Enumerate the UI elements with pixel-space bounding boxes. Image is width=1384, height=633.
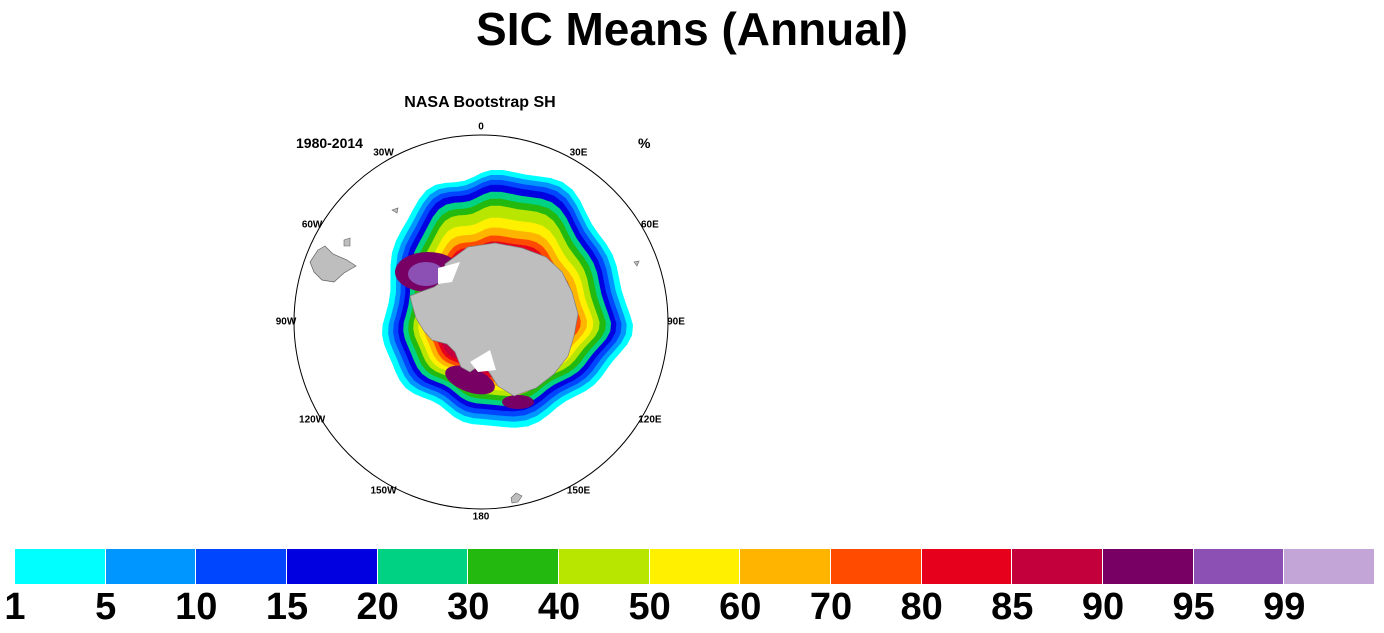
lon-label-lon-150e: 150E: [566, 485, 591, 497]
colorbar-box-6: [559, 549, 650, 584]
lon-label-lon-150w: 150W: [370, 485, 397, 497]
south-america: [309, 245, 357, 283]
units-label: %: [638, 135, 651, 151]
sic-ross-90: [445, 365, 495, 395]
lon-label-lon-0: 0: [478, 121, 484, 133]
colorbar-label-90: 90: [1081, 586, 1125, 628]
colorbar-box-0: [15, 549, 106, 584]
colorbar-label-95: 95: [1172, 586, 1215, 628]
period-label: 1980-2014: [296, 135, 363, 151]
colorbar-box-7: [649, 549, 741, 584]
lon-label-lon-60w: 60W: [301, 219, 323, 230]
colorbar-label-99: 99: [1263, 586, 1306, 628]
colorbar-label-30: 30: [447, 586, 490, 628]
falkland-islands: [343, 237, 351, 247]
ross-ice-shelf: [470, 350, 496, 372]
colorbar-box-10: [921, 549, 1013, 584]
colorbar-label-5: 5: [95, 586, 117, 628]
colorbar-label-15: 15: [265, 586, 309, 628]
kerguelen: [633, 260, 640, 267]
colorbar-box-1: [105, 549, 197, 584]
sic-weddell-95: [408, 262, 444, 286]
panel-title: NASA Bootstrap SH: [404, 94, 556, 111]
colorbar-label-1: 1: [4, 586, 26, 628]
colorbar-label-60: 60: [719, 586, 762, 628]
sic-ross-east-90: [502, 395, 534, 409]
colorbar-box-8: [740, 549, 832, 584]
ronne-ice-shelf: [438, 262, 460, 284]
lon-label-lon-120w: 120W: [299, 414, 326, 425]
colorbar-box-3: [287, 549, 378, 584]
colorbar-label-80: 80: [900, 586, 943, 628]
lon-label-lon-180: 180: [472, 511, 490, 523]
colorbar-label-70: 70: [809, 586, 853, 628]
lon-label-lon-90e: 90E: [667, 316, 685, 328]
new-zealand-edge: [510, 492, 523, 504]
lon-label-lon-60e: 60E: [640, 219, 659, 230]
lon-label-lon-30w: 30W: [373, 147, 394, 159]
figure-title: SIC Means (Annual): [476, 3, 908, 55]
lon-label-lon-90w: 90W: [275, 316, 297, 328]
colorbar-box-9: [831, 549, 922, 584]
colorbar-box-11: [1012, 549, 1104, 584]
colorbar-box-5: [468, 549, 560, 584]
colorbar-box-14: [1284, 549, 1376, 584]
south-georgia: [391, 207, 399, 214]
colorbar-box-13: [1193, 549, 1285, 584]
colorbar-box-12: [1103, 549, 1194, 584]
colorbar-box-2: [196, 549, 288, 584]
colorbar-label-85: 85: [991, 586, 1034, 628]
colorbar-box-4: [377, 549, 469, 584]
colorbar: [15, 549, 1376, 584]
colorbar-label-10: 10: [175, 586, 218, 628]
colorbar-label-20: 20: [356, 586, 399, 628]
lon-label-lon-120e: 120E: [638, 414, 662, 425]
lon-label-lon-30e: 30E: [569, 147, 588, 159]
colorbar-label-50: 50: [628, 586, 671, 628]
colorbar-label-40: 40: [537, 586, 581, 628]
